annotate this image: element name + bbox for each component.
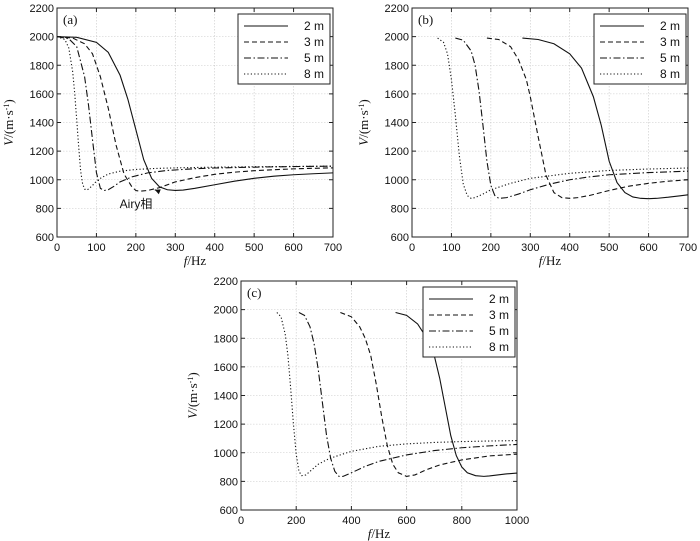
series-line-2m <box>56 36 334 192</box>
panel-label: (b) <box>418 12 433 27</box>
y-tick-label: 2200 <box>385 3 409 15</box>
legend-entry-label: 8 m <box>660 67 680 81</box>
series-line-8m <box>437 37 689 199</box>
x-tick-label: 700 <box>324 242 342 254</box>
x-tick-label: 0 <box>238 515 244 527</box>
y-tick-label: 600 <box>220 505 238 517</box>
series-line-5m <box>56 36 334 192</box>
x-tick-label: 500 <box>600 242 618 254</box>
x-tick-label: 700 <box>679 242 697 254</box>
y-axis-label: V/(m·s-1) <box>1 99 16 145</box>
y-tick-label: 1600 <box>385 89 409 101</box>
panel-label: (c) <box>247 285 261 300</box>
y-axis-label: V/(m·s-1) <box>356 99 371 145</box>
y-tick-label: 1200 <box>214 419 238 431</box>
y-tick-label: 1000 <box>30 175 54 187</box>
y-tick-label: 1400 <box>385 118 409 130</box>
legend-entry-label: 5 m <box>660 51 680 65</box>
legend-entry-label: 8 m <box>489 340 509 354</box>
x-tick-label: 400 <box>561 242 579 254</box>
annotation-arrow-head <box>154 189 161 195</box>
x-tick-label: 600 <box>639 242 657 254</box>
y-tick-label: 2200 <box>214 276 238 288</box>
legend: 2 m 3 m 5 m 8 m <box>422 286 516 358</box>
legend-entry-label: 5 m <box>304 51 324 65</box>
y-tick-label: 1200 <box>385 146 409 158</box>
x-tick-label: 200 <box>482 242 500 254</box>
x-tick-label: 0 <box>409 242 415 254</box>
series-line-5m <box>298 312 518 477</box>
legend-entry-label: 8 m <box>304 67 324 81</box>
y-tick-label: 2000 <box>385 32 409 44</box>
chart-panel-3: 0 200 400 600 800 1000 600 800 1000 1200 1400 1600 1… <box>185 276 529 541</box>
y-tick-label: 800 <box>36 203 54 215</box>
x-tick-label: 600 <box>397 515 415 527</box>
legend-entry-label: 2 m <box>660 19 680 33</box>
x-tick-label: 600 <box>284 242 302 254</box>
y-tick-label: 1800 <box>30 60 54 72</box>
chart-panel-1: 0 100 200 300 400 500 600 700 600 800 1000 1200 1400… <box>1 3 342 268</box>
y-tick-label: 1600 <box>30 89 54 101</box>
series-line-3m <box>340 311 518 477</box>
y-tick-label: 2200 <box>30 3 54 15</box>
chart-panel-2: 0 100 200 300 400 500 600 700 600 800 1000 1200 1400… <box>356 3 697 268</box>
x-tick-label: 200 <box>127 242 145 254</box>
x-axis-label: f/Hz <box>184 253 207 268</box>
series-line-8m <box>56 36 334 191</box>
y-tick-label: 1000 <box>214 448 238 460</box>
x-tick-label: 800 <box>453 515 471 527</box>
x-tick-label: 400 <box>342 515 360 527</box>
y-tick-label: 600 <box>36 232 54 244</box>
y-tick-label: 800 <box>220 476 238 488</box>
series-line-8m <box>276 312 518 477</box>
x-tick-label: 100 <box>442 242 460 254</box>
legend-entry-label: 2 m <box>489 292 509 306</box>
x-tick-label: 300 <box>521 242 539 254</box>
y-tick-label: 1800 <box>385 60 409 72</box>
x-axis-label: f/Hz <box>539 253 562 268</box>
x-tick-label: 0 <box>54 242 60 254</box>
y-tick-label: 1400 <box>214 391 238 403</box>
y-tick-label: 2000 <box>30 32 54 44</box>
x-tick-label: 300 <box>166 242 184 254</box>
y-tick-label: 1000 <box>385 175 409 187</box>
legend-entry-label: 2 m <box>304 19 324 33</box>
annotation-airy-phase: Airy相 <box>120 197 153 211</box>
y-tick-label: 1600 <box>214 362 238 374</box>
series-line-2m <box>522 37 689 200</box>
legend-entry-label: 5 m <box>489 324 509 338</box>
series-line-3m <box>56 36 334 192</box>
x-tick-label: 1000 <box>505 515 529 527</box>
x-tick-label: 200 <box>287 515 305 527</box>
x-tick-label: 500 <box>245 242 263 254</box>
panel-label: (a) <box>63 12 77 27</box>
y-axis-label: V/(m·s-1) <box>185 372 200 418</box>
legend-entry-label: 3 m <box>660 35 680 49</box>
legend-entry-label: 3 m <box>304 35 324 49</box>
y-tick-label: 600 <box>391 232 409 244</box>
series-line-5m <box>455 37 689 199</box>
y-tick-label: 1400 <box>30 118 54 130</box>
y-tick-label: 1200 <box>30 146 54 158</box>
legend: 2 m 3 m 5 m 8 m <box>593 13 687 85</box>
series-line-3m <box>486 37 689 199</box>
y-tick-label: 800 <box>391 203 409 215</box>
x-axis-label: f/Hz <box>368 526 391 541</box>
legend-entry-label: 3 m <box>489 308 509 322</box>
x-tick-label: 400 <box>206 242 224 254</box>
y-tick-label: 1800 <box>214 333 238 345</box>
y-tick-label: 2000 <box>214 305 238 317</box>
x-tick-label: 100 <box>87 242 105 254</box>
legend: 2 m 3 m 5 m 8 m <box>237 13 331 85</box>
